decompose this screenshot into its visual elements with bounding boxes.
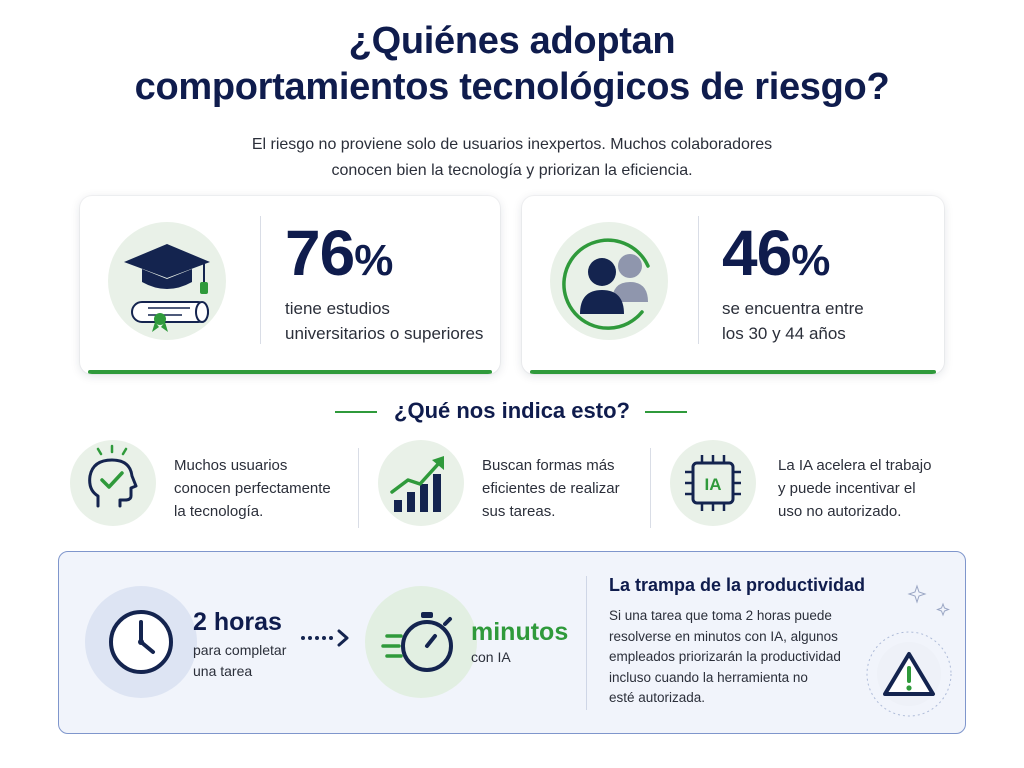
page-subtitle: El riesgo no proviene solo de usuarios i… [0,132,1024,184]
graduation-cap-diploma-icon [108,222,226,340]
stat-value: 76% [285,217,393,289]
stopwatch-icon [365,586,477,698]
insight-text: La IA acelera el trabajo y puede incenti… [778,457,932,520]
insight-text: Buscan formas más eficientes de realizar… [482,457,620,520]
head-check-icon [70,440,156,526]
section-heading: ¿Qué nos indica esto? [394,398,630,423]
stat-value: 46% [722,217,830,289]
stat-card-age: 46% se encuentra entre los 30 y 44 años [522,196,944,374]
title-line-2: comportamientos tecnológicos de riesgo? [134,66,890,108]
minutes-description: con IA [471,649,511,665]
card-divider [698,216,699,344]
insight-divider [650,448,651,528]
people-group-icon [550,222,668,340]
title-line-1: ¿Quiénes adoptan [348,20,676,62]
hours-description: para completar una tarea [193,642,287,679]
growth-chart-icon [378,440,464,526]
insight-divider [358,448,359,528]
trap-title: La trampa de la productividad [609,575,866,595]
clock-icon [85,586,197,698]
accent-bar [88,370,492,374]
heading-rule-right [645,411,687,413]
insight-ai: IA La IA acelera el trabajo y puede ince… [670,440,960,534]
productivity-panel: 2 horas para completar una tarea minutos… [58,551,966,734]
chip-label: IA [705,475,722,494]
insight-users: Muchos usuarios conocen perfectamente la… [70,440,350,534]
heading-rule-left [335,411,377,413]
minutes-value: minutos [471,618,569,646]
subtitle-line-1: El riesgo no proviene solo de usuarios i… [251,136,773,153]
ai-chip-icon: IA [670,440,756,526]
insight-text: Muchos usuarios conocen perfectamente la… [174,457,331,520]
dotted-arrow-icon [301,629,349,647]
insight-efficiency: Buscan formas más eficientes de realizar… [378,440,648,534]
accent-bar [530,370,936,374]
subtitle-line-2: conocen bien la tecnología y priorizan l… [331,162,693,179]
warning-icon [866,584,952,717]
trap-text: Si una tarea que toma 2 horas puede reso… [609,608,841,705]
panel-divider [586,576,587,710]
card-divider [260,216,261,344]
hours-value: 2 horas [193,608,282,636]
stat-description: se encuentra entre los 30 y 44 años [722,299,864,343]
stat-description: tiene estudios universitarios o superior… [285,299,484,343]
page-title: ¿Quiénes adoptan comportamientos tecnoló… [0,18,1024,110]
stat-card-education: 76% tiene estudios universitarios o supe… [80,196,500,374]
